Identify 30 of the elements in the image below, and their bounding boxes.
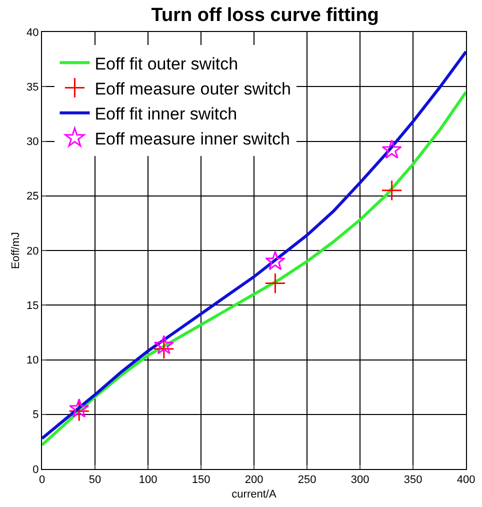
y-tick-label: 35	[26, 81, 39, 94]
x-axis-title: current/A	[232, 488, 277, 500]
point	[154, 335, 174, 354]
point	[264, 272, 286, 294]
y-tick-label: 5	[32, 409, 39, 422]
point	[69, 398, 90, 418]
point	[265, 250, 286, 270]
y-tick-label: 40	[26, 26, 39, 39]
legend-label: Eoff fit inner switch	[94, 104, 238, 124]
y-tick-label: 20	[26, 245, 39, 258]
point	[382, 139, 402, 159]
x-tick-label: 350	[404, 474, 422, 486]
y-axis-title: Eoff/mJ	[10, 232, 22, 270]
x-tick-label: 100	[138, 474, 158, 486]
chart-title: Turn off loss curve fitting	[151, 4, 379, 26]
x-tick-label: 300	[350, 474, 370, 486]
x-tick-label: 250	[298, 474, 316, 486]
legend-label: Eoff measure inner switch	[94, 130, 290, 149]
x-tick-label: 400	[456, 474, 476, 486]
x-tick-label: 150	[192, 474, 210, 486]
y-tick-label: 30	[26, 136, 39, 148]
legend-label: Eoff fit outer switch	[94, 54, 238, 74]
y-tick-label: 10	[26, 354, 39, 367]
y-tick-label: 25	[26, 190, 39, 203]
x-tick-label: 50	[88, 474, 102, 486]
y-tick-label: 0	[32, 464, 39, 476]
legend-label: Eoff measure outer switch	[94, 79, 291, 98]
y-tick-label: 15	[26, 300, 39, 312]
point	[381, 180, 402, 201]
x-tick-label: 200	[244, 474, 264, 486]
